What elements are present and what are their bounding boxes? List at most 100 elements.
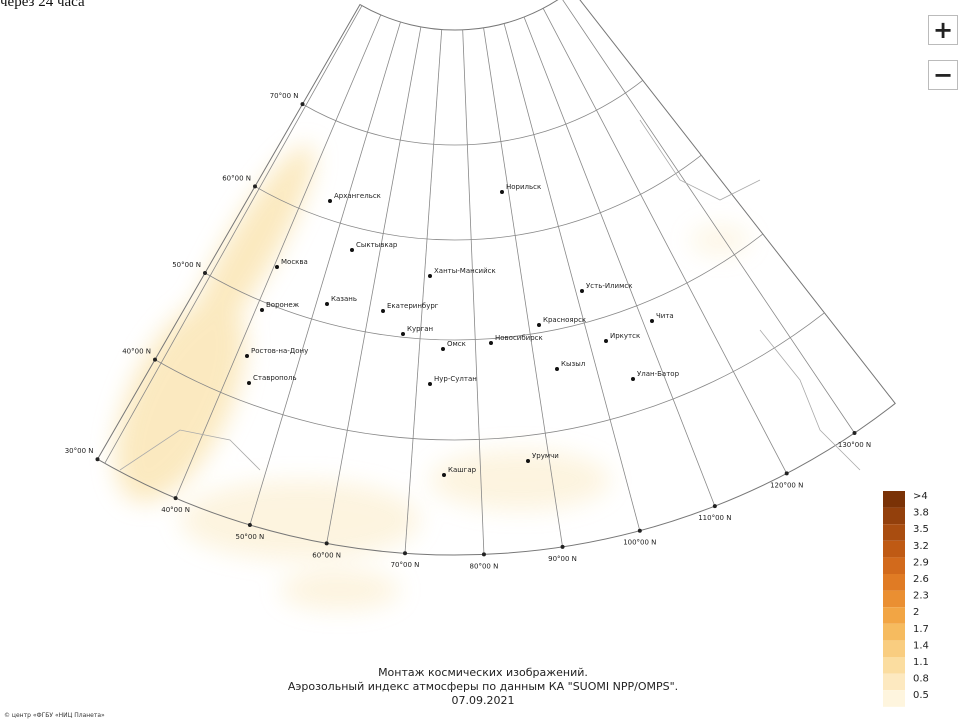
longitude-label: 120°00 N — [770, 481, 803, 489]
city-marker — [604, 339, 608, 343]
grid-dot — [95, 457, 100, 462]
legend-swatch — [883, 657, 905, 674]
longitude-label: 60°00 N — [312, 551, 341, 559]
city-marker — [526, 459, 530, 463]
legend-swatch — [883, 640, 905, 657]
city-marker — [650, 319, 654, 323]
legend-label: 3.2 — [913, 541, 929, 552]
city-label: Красноярск — [543, 316, 586, 324]
credit: © центр «ФГБУ «НИЦ Планета» — [4, 712, 105, 719]
meridian — [503, 23, 641, 531]
city-marker — [381, 309, 385, 313]
city-marker — [260, 308, 264, 312]
caption-line: Аэрозольный индекс атмосферы по данным К… — [287, 680, 679, 693]
zoom-out[interactable]: − — [928, 60, 958, 90]
meridian — [249, 21, 401, 526]
meridian — [104, 5, 363, 464]
legend-label: 2.3 — [913, 591, 929, 602]
grid-dot — [253, 184, 257, 189]
grid-dot — [324, 541, 329, 546]
city-label: Москва — [281, 258, 308, 266]
city-marker — [328, 199, 332, 203]
coastline — [639, 119, 761, 201]
grid-dot — [712, 504, 717, 509]
city-label: Чита — [656, 312, 674, 320]
city-label: Улан-Батор — [637, 370, 680, 378]
zoom-in[interactable]: + — [928, 15, 958, 45]
legend-label: 1.1 — [913, 657, 929, 668]
caption-date: 07.09.2021 — [451, 694, 515, 707]
latitude-label: 40°00 N — [122, 348, 151, 356]
legend-swatch — [883, 524, 905, 541]
top-text: через 24 часа — [0, 0, 85, 10]
parallel — [254, 154, 702, 241]
parallel — [154, 312, 825, 441]
city-label: Курган — [407, 325, 433, 333]
city-label: Архангельск — [334, 192, 381, 200]
city-marker — [631, 377, 635, 381]
latitude-label: 70°00 N — [270, 92, 299, 100]
city-label: Урумчи — [532, 452, 559, 460]
legend-label: 0.8 — [913, 674, 929, 685]
parallel — [302, 80, 644, 146]
grid-dot — [560, 544, 565, 549]
longitude-label: 90°00 N — [548, 555, 577, 563]
city-label: Сыктывкар — [356, 241, 398, 249]
legend-label: 0.5 — [913, 690, 929, 701]
legend-swatch — [883, 491, 905, 508]
longitude-label: 70°00 N — [391, 561, 420, 569]
latitude-label: 50°00 N — [172, 261, 201, 269]
city-label: Усть-Илимск — [586, 282, 632, 290]
city-marker — [325, 302, 329, 306]
coastline — [759, 329, 861, 471]
meridian — [326, 26, 422, 544]
city-marker — [500, 190, 504, 194]
longitude-label: 100°00 N — [623, 539, 656, 547]
legend-swatch — [883, 623, 905, 641]
city-marker — [401, 332, 405, 336]
city-label: Нур-Султан — [434, 375, 477, 383]
grid-dot — [173, 496, 178, 501]
city-marker — [537, 323, 541, 327]
legend-label: 1.7 — [913, 624, 929, 635]
city-label: Омск — [447, 340, 466, 348]
grid-dot — [402, 551, 407, 556]
city-marker — [580, 289, 584, 293]
city-label: Воронеж — [266, 301, 300, 309]
meridian — [462, 29, 485, 555]
city-label: Ростов-на-Дону — [251, 347, 308, 355]
city-marker — [350, 248, 354, 252]
legend-swatch — [883, 690, 905, 707]
city-label: Казань — [331, 295, 357, 303]
legend-label: 3.8 — [913, 508, 929, 519]
city-marker — [275, 265, 279, 269]
city-marker — [442, 473, 446, 477]
longitude-label: 40°00 N — [161, 506, 190, 514]
caption-line: Монтаж космических изображений. — [378, 666, 588, 679]
grid-dot — [784, 471, 789, 476]
legend-swatch — [883, 507, 905, 525]
grid-dot — [852, 430, 857, 435]
legend-swatch — [883, 590, 905, 608]
longitude-label: 110°00 N — [698, 514, 731, 522]
longitude-label: 80°00 N — [470, 562, 499, 570]
legend-label: 1.4 — [913, 640, 929, 651]
meridian — [523, 16, 716, 507]
grid-dot — [481, 552, 486, 557]
legend-swatch — [883, 557, 905, 574]
meridian — [542, 8, 788, 474]
longitude-label: 130°00 N — [838, 441, 871, 449]
city-label: Екатеринбург — [387, 302, 439, 310]
map-outline — [96, 0, 896, 556]
legend-label: >4 — [913, 491, 928, 502]
grid-dot — [300, 102, 305, 107]
grid-dot — [247, 522, 252, 527]
city-marker — [555, 367, 559, 371]
legend-label: 3.5 — [913, 524, 929, 535]
city-marker — [245, 354, 249, 358]
legend-label: 2.6 — [913, 574, 929, 585]
city-label: Ханты-Мансийск — [434, 267, 496, 275]
city-label: Норильск — [506, 183, 541, 191]
